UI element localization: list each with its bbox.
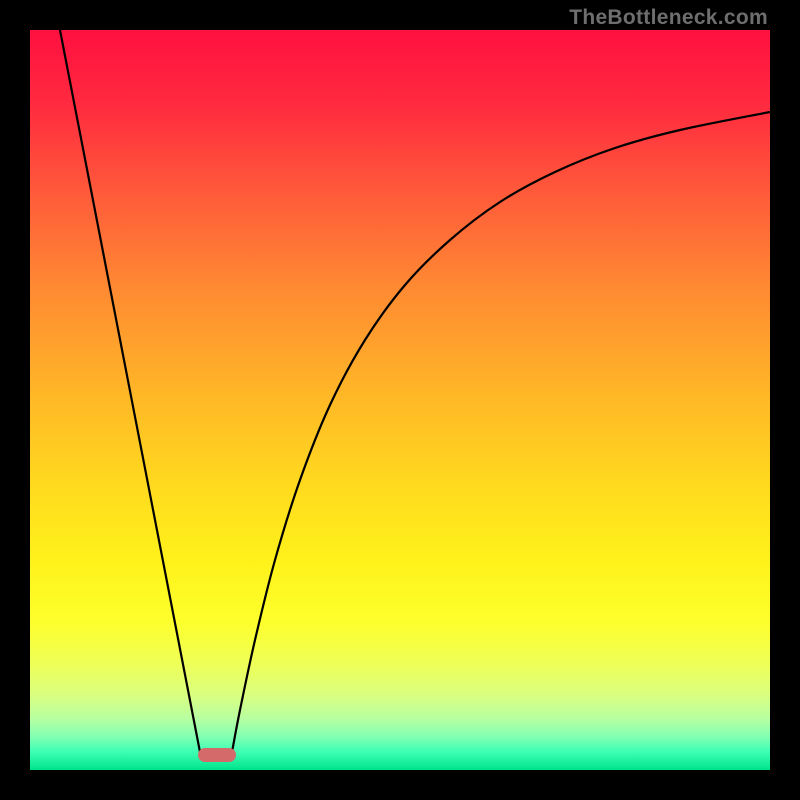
curve-right-segment <box>232 112 770 752</box>
curve-left-segment <box>60 30 200 752</box>
baseline-strip <box>30 768 770 770</box>
plot-area <box>30 30 770 770</box>
watermark-text: TheBottleneck.com <box>569 6 768 30</box>
curve-layer <box>30 30 770 770</box>
chart-container: TheBottleneck.com <box>0 0 800 800</box>
bottleneck-marker <box>198 748 236 762</box>
